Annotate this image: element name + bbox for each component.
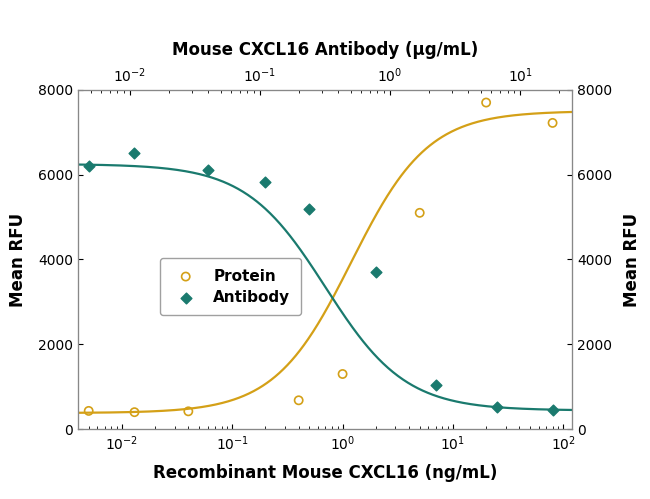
- Protein: [337, 370, 348, 378]
- Antibody: [304, 205, 315, 213]
- Antibody: [370, 268, 381, 276]
- Antibody: [83, 162, 94, 170]
- X-axis label: Mouse CXCL16 Antibody (μg/mL): Mouse CXCL16 Antibody (μg/mL): [172, 41, 478, 59]
- Y-axis label: Mean RFU: Mean RFU: [9, 213, 27, 306]
- X-axis label: Recombinant Mouse CXCL16 (ng/mL): Recombinant Mouse CXCL16 (ng/mL): [153, 464, 497, 482]
- Protein: [83, 407, 94, 415]
- Antibody: [547, 406, 558, 414]
- Antibody: [203, 166, 213, 174]
- Protein: [129, 408, 140, 416]
- Antibody: [129, 150, 140, 158]
- Protein: [547, 119, 558, 127]
- Antibody: [431, 381, 441, 389]
- Y-axis label: Mean RFU: Mean RFU: [623, 213, 641, 306]
- Antibody: [260, 178, 270, 186]
- Antibody: [491, 403, 502, 411]
- Protein: [183, 407, 194, 415]
- Protein: [415, 209, 425, 217]
- Legend: Protein, Antibody: Protein, Antibody: [160, 258, 301, 315]
- Protein: [294, 396, 304, 404]
- Protein: [481, 99, 491, 107]
